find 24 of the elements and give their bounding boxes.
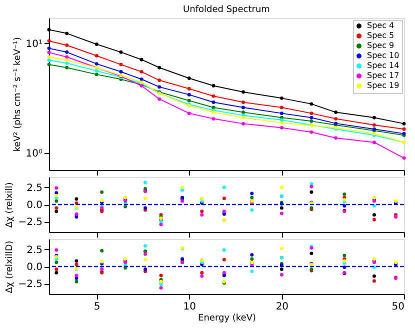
y-tick-label: 2.5 (26, 244, 42, 256)
x-tick-label: 20 (276, 302, 289, 312)
y-tick-label: 0.0 (26, 262, 42, 273)
chart-title: Unfolded Spectrum (183, 5, 270, 15)
legend-label: Spec 19 (367, 81, 400, 90)
y-tick-label: −2.5 (18, 279, 42, 290)
y-axis-title: keV² (phs cm⁻² s⁻¹ keV⁻¹) (12, 37, 23, 152)
y-tick-label: 0.0 (26, 200, 42, 211)
x-tick-label: 50 (392, 302, 404, 312)
y-axis-title: Δχ (relxill) (5, 182, 16, 228)
y-tick-label: 10¹ (26, 38, 42, 50)
legend-label: Spec 4 (367, 21, 394, 30)
y-tick-label: 10⁰ (26, 148, 42, 160)
x-tick-label: 10 (183, 302, 196, 312)
legend-label: Spec 14 (367, 61, 400, 70)
legend-label: Spec 5 (367, 31, 394, 40)
y-axis-title: Δχ (relxillD) (5, 240, 16, 294)
legend-label: Spec 10 (367, 51, 400, 60)
x-tick-label: 5 (94, 302, 100, 312)
legend-label: Spec 17 (367, 71, 400, 80)
legend-label: Spec 9 (367, 41, 394, 50)
y-tick-label: −2.5 (18, 217, 42, 228)
x-axis-title: Energy (keV) (198, 314, 256, 324)
y-tick-label: 2.5 (26, 182, 42, 194)
